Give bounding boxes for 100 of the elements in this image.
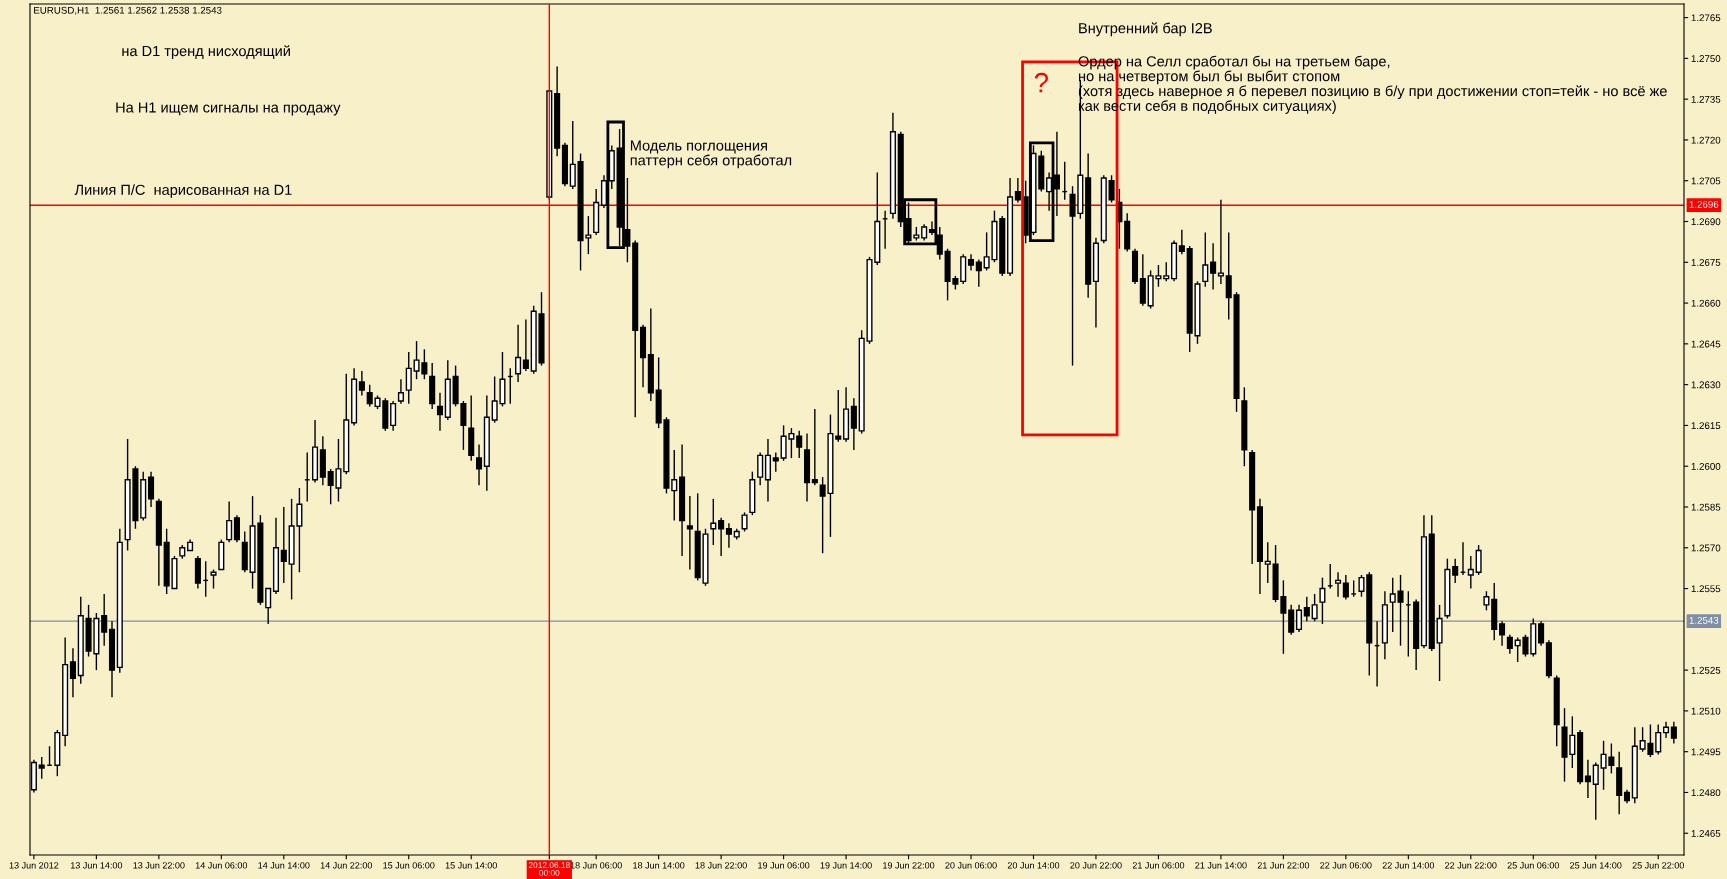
x-tick-label: 19 Jun 06:00 <box>758 862 810 869</box>
x-tick-label: 22 Jun 14:00 <box>1382 862 1435 869</box>
candlestick <box>280 506 287 584</box>
candlestick <box>1655 723 1662 756</box>
y-tick-label: 1.2510 <box>1691 707 1721 715</box>
candlestick <box>1108 174 1115 204</box>
y-tick-label: 1.2480 <box>1691 789 1721 797</box>
x-tick-label: 2012.06.18 00:00 <box>528 862 570 876</box>
candlestick <box>210 568 217 590</box>
y-tick-label: 1.2600 <box>1691 462 1721 470</box>
candlestick <box>686 495 693 571</box>
candlestick <box>796 430 803 459</box>
x-tick-label: 13 Jun 14:00 <box>70 862 123 869</box>
y-tick-label: 1.2750 <box>1691 55 1721 62</box>
annotation: Внутренний бар I2B <box>1079 22 1212 37</box>
y-tick-label: 1.2570 <box>1691 544 1721 552</box>
ref-line-label: 1.2543 <box>1689 616 1719 624</box>
candlestick <box>1319 576 1326 625</box>
candlestick <box>515 324 522 383</box>
y-tick-label: 1.2660 <box>1691 299 1721 307</box>
candlestick <box>390 400 397 432</box>
y-tick-label: 1.2465 <box>1691 829 1721 837</box>
x-tick-label: 22 Jun 22:00 <box>1445 862 1497 869</box>
candlestick <box>1467 555 1474 590</box>
x-tick-label: 20 Jun 06:00 <box>945 862 997 869</box>
candlestick <box>1217 199 1224 285</box>
candlestick <box>1335 571 1342 598</box>
x-tick-label: 19 Jun 14:00 <box>820 862 872 869</box>
x-tick-label: 19 Jun 22:00 <box>883 862 935 869</box>
x-tick-label: 25 Jun 22:00 <box>1632 862 1684 869</box>
candlestick <box>1295 604 1303 633</box>
y-tick-label: 1.2555 <box>1691 585 1721 593</box>
candlestick <box>226 500 233 544</box>
candlestick <box>710 498 717 546</box>
y-tick-label: 1.2495 <box>1691 748 1721 756</box>
candlestick <box>405 351 412 405</box>
x-tick-label: 14 Jun 22:00 <box>320 862 373 869</box>
candlestick <box>38 756 45 780</box>
candlestick <box>1311 593 1318 622</box>
candlestick <box>101 593 108 647</box>
x-tick-label: 22 Jun 06:00 <box>1320 862 1372 869</box>
annotation: ? <box>1034 72 1048 93</box>
x-tick-label: 18 Jun 14:00 <box>633 862 685 869</box>
chart-title: EURUSD,H1 1.2561 1.2562 1.2538 1.2543 <box>34 6 222 15</box>
candlestick <box>1303 596 1310 622</box>
x-tick-label: 25 Jun 14:00 <box>1570 862 1622 869</box>
y-tick-label: 1.2585 <box>1691 503 1721 511</box>
candlestick <box>1202 231 1209 288</box>
candlestick <box>148 470 155 508</box>
candlestick <box>718 517 725 557</box>
x-tick-label: 21 Jun 14:00 <box>1195 862 1247 869</box>
annotation: Модель поглощения паттерн себя отработал <box>630 140 792 169</box>
candlestick <box>233 514 240 544</box>
y-tick-label: 1.2765 <box>1691 14 1721 22</box>
y-tick-label: 1.2675 <box>1691 259 1721 266</box>
x-tick-label: 14 Jun 06:00 <box>195 862 248 869</box>
ref-line-label: 1.2696 <box>1689 200 1719 208</box>
candlestick <box>850 397 857 451</box>
x-tick-label: 15 Jun 14:00 <box>445 862 497 869</box>
candlestick <box>69 647 76 699</box>
candlestick <box>569 120 576 190</box>
x-tick-label: 15 Jun 06:00 <box>383 862 435 869</box>
candlestick <box>1264 541 1271 584</box>
candlestick <box>1475 544 1482 576</box>
candlestick <box>671 449 678 522</box>
x-tick-label: 13 Jun 2012 <box>9 862 59 869</box>
y-tick-label: 1.2525 <box>1691 666 1721 674</box>
candlestick <box>1506 634 1513 655</box>
candlestick <box>757 451 764 486</box>
y-tick-label: 1.2630 <box>1691 381 1721 389</box>
annotation: Линия П/С нарисованная на D1 <box>74 184 292 198</box>
y-tick-label: 1.2615 <box>1691 422 1721 430</box>
candlestick <box>358 370 365 397</box>
candlestick <box>835 389 842 443</box>
candlestick <box>975 258 982 288</box>
candlestick <box>1452 557 1459 584</box>
candlestick <box>811 408 818 486</box>
annotation: на D1 тренд нисходящий <box>122 45 290 60</box>
x-tick-label: 25 Jun 06:00 <box>1507 862 1560 869</box>
candlestick <box>1483 590 1490 611</box>
candlestick <box>1327 563 1334 590</box>
candlestick <box>1014 177 1021 204</box>
candlestick <box>475 443 483 486</box>
x-tick-label: 21 Jun 06:00 <box>1132 862 1185 869</box>
candlestick <box>1342 574 1349 601</box>
x-tick-label: 14 Jun 14:00 <box>258 862 310 869</box>
candlestick <box>741 511 748 533</box>
candlestick <box>1584 759 1591 799</box>
y-tick-label: 1.2720 <box>1691 136 1721 144</box>
candlestick <box>1163 261 1170 283</box>
x-tick-label: 13 Jun 22:00 <box>133 862 185 869</box>
candlestick <box>436 392 444 432</box>
candlestick <box>1178 228 1185 255</box>
candlestick <box>772 451 779 473</box>
y-tick-label: 1.2705 <box>1691 177 1721 185</box>
candlestick <box>1210 242 1217 291</box>
x-tick-label: 20 Jun 22:00 <box>1070 862 1122 869</box>
candlestick <box>1538 620 1545 647</box>
candlestick <box>1405 590 1412 658</box>
y-tick-label: 1.2645 <box>1691 340 1721 348</box>
